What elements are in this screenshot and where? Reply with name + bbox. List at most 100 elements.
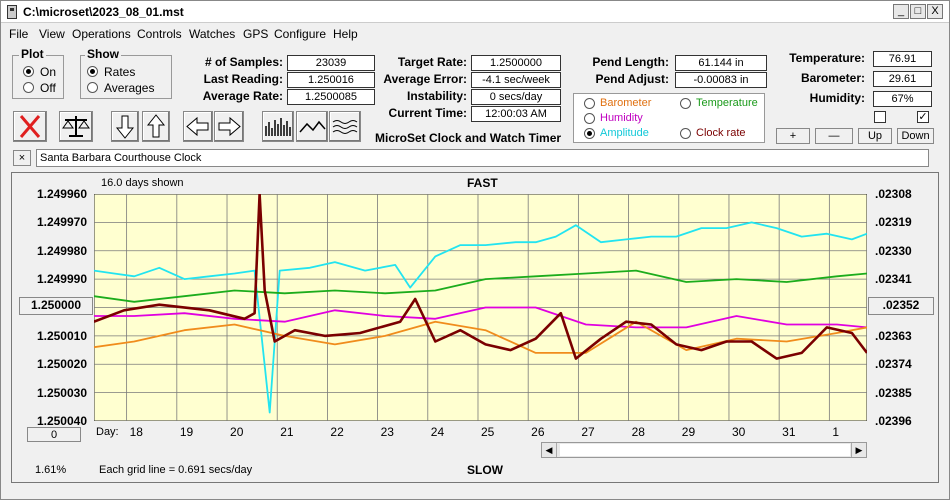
y-tick-label-right: .02374 bbox=[875, 357, 912, 372]
clock-rate-radio[interactable] bbox=[680, 128, 691, 139]
plot-group bbox=[12, 55, 64, 99]
minimize-button[interactable]: _ bbox=[893, 4, 909, 19]
center-rate-button[interactable]: 1.250000 bbox=[19, 297, 93, 315]
wave-view-button[interactable] bbox=[329, 111, 361, 142]
maximize-button[interactable]: □ bbox=[910, 4, 926, 19]
show-rates-radio[interactable] bbox=[87, 66, 98, 77]
x-tick-label: 23 bbox=[380, 425, 394, 439]
y-tick-label-left: 1.249970 bbox=[36, 215, 87, 230]
y-tick-label-left: 1.249960 bbox=[36, 187, 87, 201]
horizontal-scrollbar[interactable]: ◀ ▶ bbox=[541, 442, 867, 458]
wave-icon bbox=[332, 120, 358, 134]
pend-adjust-value: -0.00083 in bbox=[675, 72, 767, 88]
barometer-option-label: Barometer bbox=[600, 97, 652, 109]
arrow-left-icon bbox=[186, 116, 209, 137]
stop-button[interactable] bbox=[13, 111, 47, 142]
y-tick-label-left: 1.250010 bbox=[36, 328, 87, 343]
menu-file[interactable]: File bbox=[9, 27, 29, 41]
samples-value: 23039 bbox=[287, 55, 375, 71]
plot-off-radio[interactable] bbox=[23, 82, 34, 93]
x-tick-label: 27 bbox=[581, 425, 595, 439]
show-averages-radio[interactable] bbox=[87, 82, 98, 93]
x-tick-label: 26 bbox=[531, 425, 545, 439]
scroll-right-button[interactable] bbox=[214, 111, 244, 142]
sensor-checkbox-2[interactable]: ✓ bbox=[917, 111, 929, 123]
red-x-icon bbox=[19, 115, 41, 138]
minus-button[interactable]: — bbox=[815, 128, 853, 144]
percent-label: 1.61% bbox=[35, 464, 67, 476]
scroll-thumb[interactable] bbox=[560, 444, 850, 456]
instability-label: Instability: bbox=[406, 89, 467, 103]
series-humidity bbox=[94, 306, 867, 329]
menu-help[interactable]: Help bbox=[333, 27, 358, 41]
last-reading-value: 1.250016 bbox=[287, 72, 375, 88]
slow-label: SLOW bbox=[467, 463, 503, 477]
zero-button[interactable]: 0 bbox=[27, 427, 81, 442]
title-bar: C:\microset\2023_08_01.mst _ □ X bbox=[1, 1, 949, 23]
bar-chart-icon bbox=[265, 118, 291, 136]
humidity-option-label: Humidity bbox=[600, 112, 643, 124]
humidity-label: Humidity: bbox=[809, 91, 865, 105]
x-tick-label: 19 bbox=[179, 425, 194, 439]
scroll-left-button[interactable] bbox=[183, 111, 213, 142]
show-rates-label: Rates bbox=[104, 65, 136, 79]
x-tick-label: 18 bbox=[129, 425, 143, 439]
series-clock-rate bbox=[94, 194, 867, 360]
show-group-title: Show bbox=[85, 47, 121, 61]
x-tick-label: 21 bbox=[280, 425, 294, 439]
balance-button[interactable] bbox=[59, 111, 93, 142]
amplitude-radio[interactable] bbox=[584, 128, 595, 139]
scroll-left-arrow[interactable]: ◀ bbox=[542, 443, 557, 457]
center-amplitude-button[interactable]: .02352 bbox=[868, 297, 934, 315]
sensor-checkbox-1[interactable] bbox=[874, 111, 886, 123]
app-caption: MicroSet Clock and Watch Timer bbox=[375, 131, 562, 145]
up-button[interactable]: Up bbox=[858, 128, 892, 144]
clock-name-field[interactable]: Santa Barbara Courthouse Clock bbox=[36, 149, 929, 167]
menu-configure[interactable]: Configure bbox=[274, 27, 327, 41]
bar-view-button[interactable] bbox=[262, 111, 294, 142]
clock-rate-option-label: Clock rate bbox=[696, 127, 746, 139]
clear-name-button[interactable]: × bbox=[13, 150, 31, 166]
y-tick-label-left: 1.250020 bbox=[36, 357, 87, 372]
humidity-radio[interactable] bbox=[584, 113, 595, 124]
plus-button[interactable]: + bbox=[776, 128, 810, 144]
pend-adjust-label: Pend Adjust: bbox=[595, 72, 669, 86]
line-view-button[interactable] bbox=[296, 111, 328, 142]
scroll-up-button[interactable] bbox=[142, 111, 170, 142]
last-reading-label: Last Reading: bbox=[203, 72, 283, 86]
scroll-right-arrow[interactable]: ▶ bbox=[851, 443, 866, 457]
menu-controls[interactable]: Controls bbox=[137, 27, 182, 41]
x-tick-label: 1 bbox=[832, 425, 840, 439]
plot-on-label: On bbox=[40, 65, 57, 79]
barometer-radio[interactable] bbox=[584, 98, 595, 109]
samples-label: # of Samples: bbox=[204, 55, 283, 69]
x-tick-label: 24 bbox=[430, 425, 445, 439]
window-title: C:\microset\2023_08_01.mst bbox=[23, 5, 184, 19]
menu-watches[interactable]: Watches bbox=[189, 27, 236, 41]
y-tick-label-right: .02341 bbox=[875, 272, 912, 287]
menu-view[interactable]: View bbox=[39, 27, 65, 41]
scroll-down-button[interactable] bbox=[111, 111, 139, 142]
down-button[interactable]: Down bbox=[897, 128, 934, 144]
app-icon bbox=[7, 5, 17, 19]
pend-length-value: 61.144 in bbox=[675, 55, 767, 71]
amplitude-option-label: Amplitude bbox=[600, 127, 649, 139]
y-tick-label-right: .02396 bbox=[875, 414, 912, 428]
temperature-value: 76.91 bbox=[873, 51, 932, 67]
grid-note: Each grid line = 0.691 secs/day bbox=[99, 464, 253, 476]
current-time-label: Current Time: bbox=[388, 106, 467, 120]
arrow-down-icon bbox=[115, 115, 135, 139]
plot-area bbox=[94, 194, 867, 421]
menu-gps[interactable]: GPS bbox=[243, 27, 269, 41]
temperature-label: Temperature: bbox=[789, 51, 865, 65]
close-button[interactable]: X bbox=[927, 4, 943, 19]
y-tick-label-right: .02363 bbox=[875, 328, 912, 343]
y-tick-label-right: .02308 bbox=[875, 187, 912, 201]
y-tick-label-left: 1.250030 bbox=[36, 385, 87, 400]
menu-operations[interactable]: Operations bbox=[72, 27, 131, 41]
y-tick-label-right: .02330 bbox=[875, 243, 912, 258]
temperature-radio[interactable] bbox=[680, 98, 691, 109]
average-error-label: Average Error: bbox=[383, 72, 467, 86]
plot-on-radio[interactable] bbox=[23, 66, 34, 77]
menu-bar: File View Operations Controls Watches GP… bbox=[1, 23, 949, 43]
